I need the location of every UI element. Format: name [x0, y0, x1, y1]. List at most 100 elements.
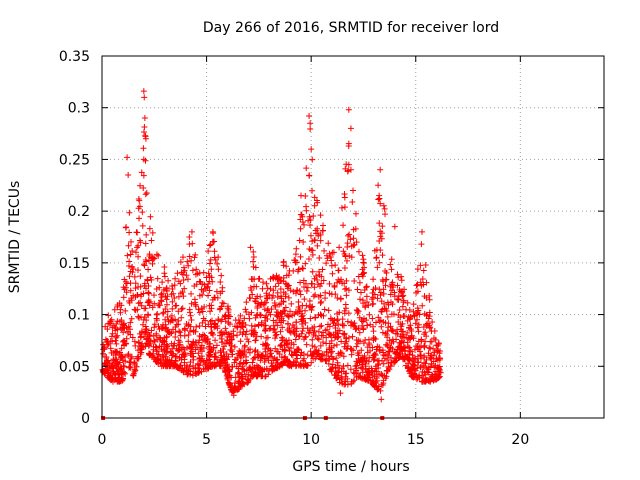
data-point: [155, 323, 162, 330]
data-point: [334, 279, 341, 286]
data-point: [351, 278, 358, 285]
data-point: [392, 330, 399, 337]
data-point: [349, 333, 356, 340]
data-point: [108, 349, 115, 356]
data-point: [277, 277, 284, 284]
data-point: [200, 366, 207, 373]
data-point: [264, 334, 271, 341]
data-point: [428, 360, 435, 367]
data-point: [184, 276, 191, 283]
data-point: [294, 346, 301, 353]
data-point: [206, 273, 213, 280]
data-point: [236, 369, 243, 376]
data-point: [337, 295, 344, 302]
data-point: [262, 328, 269, 335]
data-point: [417, 355, 424, 362]
data-point: [272, 283, 279, 290]
data-point: [255, 365, 262, 372]
data-point: [336, 244, 343, 251]
data-point: [291, 349, 298, 356]
data-point: [318, 332, 325, 339]
data-point: [355, 325, 362, 332]
data-point: [399, 303, 406, 310]
data-point: [139, 222, 146, 229]
data-point: [221, 314, 228, 321]
data-point: [202, 335, 209, 342]
data-point: [114, 318, 121, 325]
data-point: [185, 367, 192, 374]
data-point: [118, 345, 125, 352]
data-point: [154, 357, 161, 364]
data-point: [334, 316, 341, 323]
data-point: [262, 322, 269, 329]
data-point: [326, 290, 333, 297]
data-point: [328, 353, 335, 360]
data-point: [280, 274, 287, 281]
data-point: [154, 348, 161, 355]
data-point: [138, 302, 145, 309]
data-point: [423, 294, 430, 301]
data-point: [205, 292, 212, 299]
data-point: [345, 140, 352, 147]
data-point: [149, 229, 156, 236]
data-point: [377, 200, 384, 207]
data-point: [185, 332, 192, 339]
data-point: [427, 324, 434, 331]
data-point: [277, 328, 284, 335]
data-point: [105, 312, 112, 319]
data-point: [303, 203, 310, 210]
data-point: [103, 353, 110, 360]
data-point: [211, 353, 218, 360]
data-point: [239, 331, 246, 338]
data-point: [134, 354, 141, 361]
data-point: [205, 270, 212, 277]
data-point: [302, 280, 309, 287]
data-point: [357, 338, 364, 345]
data-point: [329, 270, 336, 277]
data-point: [306, 298, 313, 305]
data-point: [172, 329, 179, 336]
data-point: [231, 380, 238, 387]
data-point: [151, 321, 158, 328]
data-point: [195, 306, 202, 313]
data-point: [250, 253, 257, 260]
data-point: [111, 306, 118, 313]
data-point: [196, 354, 203, 361]
data-point: [294, 355, 301, 362]
data-point: [387, 261, 394, 268]
data-point: [237, 312, 244, 319]
data-point: [199, 280, 206, 287]
data-point: [347, 166, 354, 173]
data-point: [231, 356, 238, 363]
data-point: [327, 253, 334, 260]
data-point: [343, 257, 350, 264]
data-point: [153, 332, 160, 339]
data-point: [252, 337, 259, 344]
data-point: [360, 300, 367, 307]
data-point: [338, 338, 345, 345]
data-point: [360, 270, 367, 277]
data-point: [185, 262, 192, 269]
data-point: [195, 339, 202, 346]
data-point: [127, 319, 134, 326]
data-point: [207, 308, 214, 315]
data-point: [137, 239, 144, 246]
data-point: [419, 378, 426, 385]
data-point: [294, 310, 301, 317]
data-point: [283, 263, 290, 270]
data-point: [262, 348, 269, 355]
data-point: [371, 368, 378, 375]
data-point: [372, 319, 379, 326]
data-point: [398, 343, 405, 350]
data-point: [240, 366, 247, 373]
data-point: [137, 351, 144, 358]
data-point: [169, 285, 176, 292]
data-point: [418, 362, 425, 369]
data-point: [352, 363, 359, 370]
data-point: [385, 301, 392, 308]
data-point: [341, 265, 348, 272]
data-point: [414, 281, 421, 288]
data-point: [189, 267, 196, 274]
data-point: [146, 225, 153, 232]
